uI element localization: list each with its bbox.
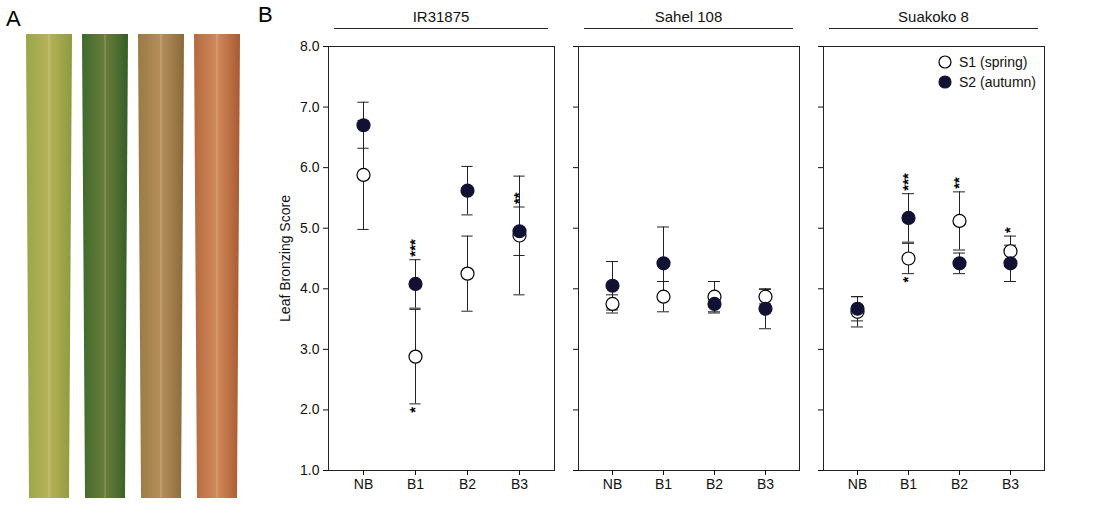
svg-text:NB: NB — [603, 476, 622, 492]
svg-text:4.0: 4.0 — [300, 280, 320, 296]
svg-text:8.0: 8.0 — [300, 38, 320, 54]
svg-text:NB: NB — [848, 476, 867, 492]
svg-text:***: *** — [406, 239, 423, 257]
svg-text:B3: B3 — [1002, 476, 1019, 492]
html-text:IR31875: IR31875 — [412, 8, 470, 25]
svg-text:*: * — [899, 276, 916, 282]
svg-text:3.0: 3.0 — [300, 341, 320, 357]
svg-text:B1: B1 — [900, 476, 917, 492]
html-text:B: B — [258, 2, 273, 27]
html-text:Sahel 108: Sahel 108 — [654, 8, 723, 25]
svg-text:B2: B2 — [951, 476, 968, 492]
svg-text:*: * — [406, 407, 423, 413]
svg-text:NB: NB — [354, 476, 373, 492]
svg-text:5.0: 5.0 — [300, 220, 320, 236]
svg-text:B3: B3 — [757, 476, 774, 492]
svg-text:B1: B1 — [407, 476, 424, 492]
svg-text:***: *** — [899, 173, 916, 191]
svg-text:B1: B1 — [655, 476, 672, 492]
svg-text:*: * — [1001, 227, 1018, 233]
svg-text:B2: B2 — [459, 476, 476, 492]
svg-text:**: ** — [950, 177, 967, 189]
svg-text:B3: B3 — [511, 476, 528, 492]
svg-text:2.0: 2.0 — [300, 401, 320, 417]
svg-text:6.0: 6.0 — [300, 159, 320, 175]
svg-text:Leaf Bronzing Score: Leaf Bronzing Score — [277, 195, 293, 322]
html-text:Suakoko 8: Suakoko 8 — [898, 8, 969, 25]
svg-text:1.0: 1.0 — [300, 462, 320, 478]
html-text:S2 (autumn): S2 (autumn) — [959, 74, 1036, 90]
svg-text:**: ** — [510, 192, 527, 204]
svg-text:7.0: 7.0 — [300, 99, 320, 115]
svg-text:B2: B2 — [706, 476, 723, 492]
html-text:S1 (spring): S1 (spring) — [959, 54, 1028, 70]
html-text:A: A — [6, 6, 21, 31]
